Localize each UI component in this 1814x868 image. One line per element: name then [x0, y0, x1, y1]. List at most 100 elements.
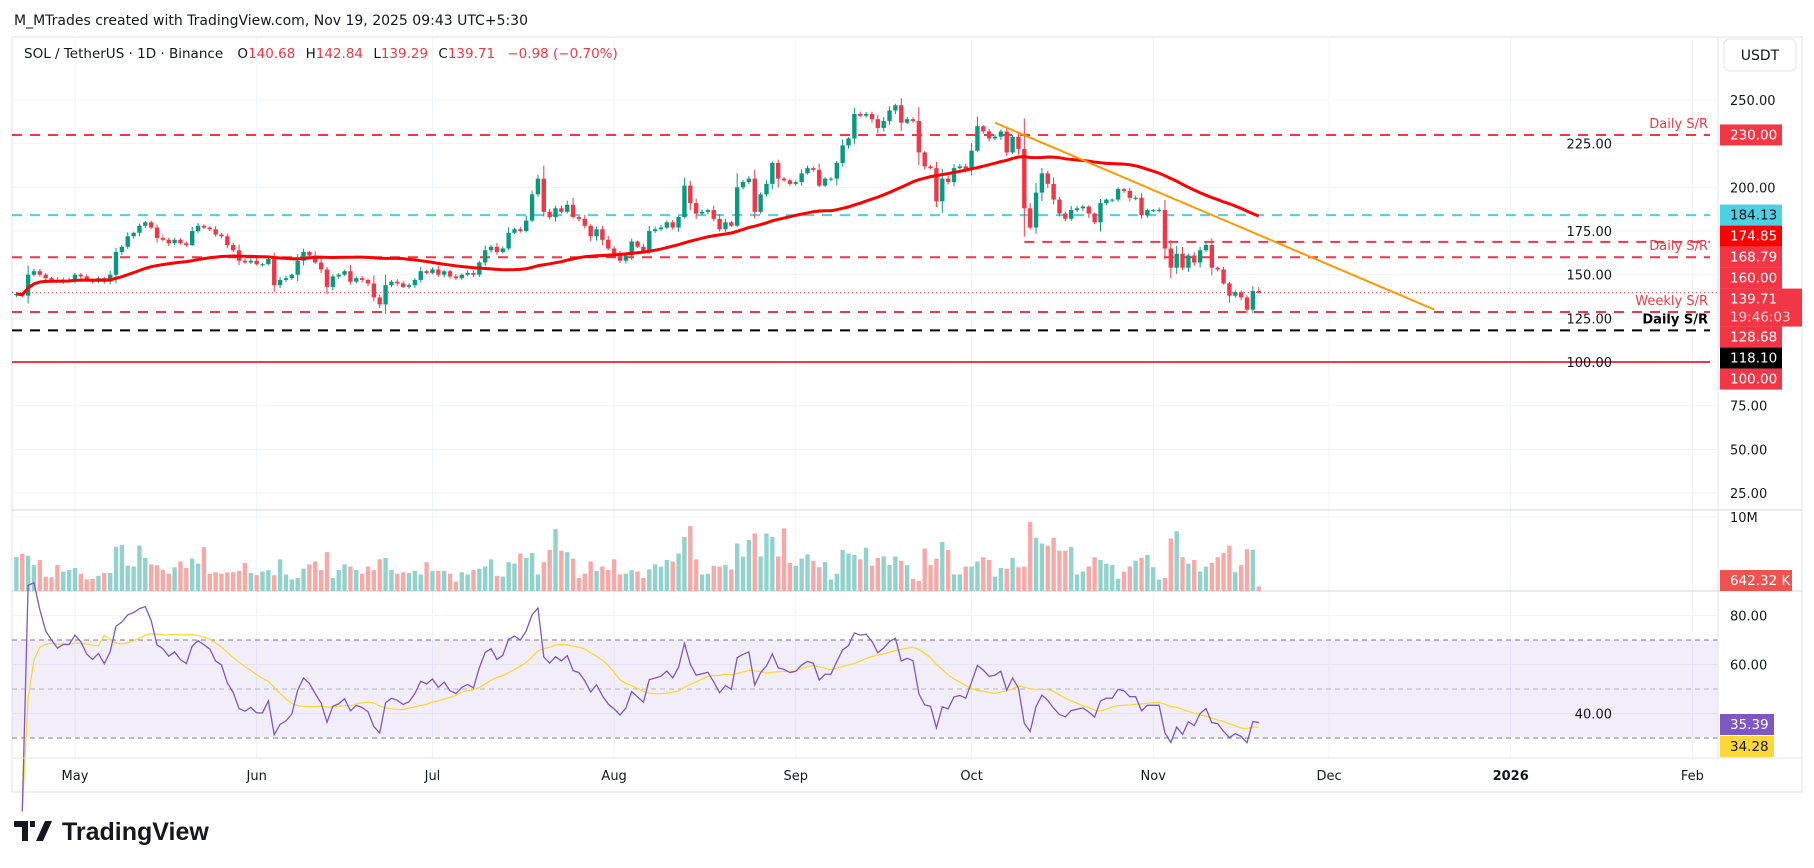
- volume-bar: [477, 568, 482, 591]
- candle-body: [483, 250, 488, 263]
- volume-bar: [1098, 560, 1103, 591]
- candle-body: [184, 243, 189, 246]
- price-axis-label-bg: [1720, 267, 1782, 289]
- volume-bar: [899, 560, 904, 591]
- candle-body: [793, 182, 798, 184]
- candle-body: [740, 182, 746, 188]
- price-axis-label: 118.10: [1720, 347, 1782, 369]
- volume-bar: [383, 557, 388, 591]
- volume-axis-label: 642.32 K: [1720, 570, 1792, 591]
- price-axis-label-bg: [1720, 288, 1802, 327]
- rsi-axis-label: 35.39: [1720, 714, 1774, 735]
- volume-bar: [43, 576, 48, 591]
- candle-body: [441, 271, 447, 275]
- candle-body: [1221, 269, 1226, 284]
- volume-bar: [1004, 568, 1009, 591]
- rsi-ma-line: [21, 632, 1259, 812]
- volume-bar: [1104, 563, 1109, 591]
- price-axis-label-text: 184.13: [1730, 208, 1777, 224]
- candle-body: [154, 227, 160, 239]
- price-tick-label: 25.00: [1730, 487, 1767, 502]
- candle-body: [465, 272, 470, 275]
- candle-body: [986, 131, 992, 139]
- candle-body: [295, 260, 300, 275]
- volume-bar: [664, 560, 670, 591]
- volume-bar: [336, 570, 341, 591]
- volume-bar: [37, 560, 43, 591]
- volume-bar: [400, 572, 406, 591]
- volume-bar: [699, 574, 705, 591]
- volume-bar: [213, 572, 218, 591]
- volume-bar: [1256, 586, 1261, 591]
- price-tick-label: 225.00: [1567, 138, 1613, 153]
- volume-bar: [236, 570, 242, 591]
- candle-body: [858, 113, 863, 116]
- candle-body: [1227, 283, 1232, 296]
- candle-body: [664, 222, 670, 228]
- candle-body: [746, 178, 752, 183]
- candle-body: [1209, 245, 1215, 268]
- candle-body: [1086, 206, 1091, 214]
- volume-bar: [14, 557, 19, 591]
- candle-body: [875, 119, 881, 128]
- candle-body: [600, 229, 605, 240]
- symbol-legend[interactable]: SOL / TetherUS · 1D · Binance O140.68 H1…: [24, 46, 618, 62]
- price-axis-label-text: 230.00: [1730, 127, 1777, 143]
- volume-bar: [1221, 552, 1226, 591]
- candle-body: [1133, 197, 1138, 199]
- volume-bar: [875, 557, 881, 591]
- volume-bar: [1074, 574, 1080, 591]
- volume-bar: [424, 562, 429, 591]
- x-axis-label: Jun: [246, 769, 267, 784]
- candle-body: [717, 218, 722, 230]
- volume-bar: [506, 562, 511, 591]
- volume-bar: [717, 566, 722, 591]
- volume-bar: [658, 566, 664, 591]
- volume-bar: [641, 578, 646, 591]
- tradingview-logo[interactable]: TradingView: [14, 818, 209, 846]
- candle-body: [594, 229, 599, 237]
- x-axis-label: Jul: [424, 769, 441, 784]
- candle-body: [430, 269, 435, 273]
- currency-button[interactable]: USDT: [1723, 38, 1797, 72]
- volume-bar: [342, 564, 347, 591]
- symbol-title[interactable]: SOL / TetherUS · 1D · Binance: [24, 46, 223, 62]
- volume-bar: [248, 573, 253, 591]
- candle-body: [693, 203, 699, 214]
- candle-body: [524, 220, 529, 232]
- candle-body: [49, 278, 54, 280]
- volume-bar: [395, 573, 400, 591]
- candle-body: [125, 236, 130, 247]
- candle-body: [1145, 210, 1150, 216]
- candle-body: [488, 246, 494, 251]
- volume-bar: [863, 547, 869, 591]
- volume-bar: [1127, 566, 1132, 591]
- volume-bar: [565, 552, 570, 591]
- candle-body: [266, 258, 271, 265]
- candle-body: [1027, 208, 1033, 228]
- legend-line[interactable]: SOL / TetherUS · 1D · Binance O140.68 H1…: [24, 46, 618, 62]
- volume-bar: [72, 567, 78, 591]
- volume-bar: [90, 578, 95, 591]
- candle-body: [787, 180, 793, 184]
- volume-bar: [195, 563, 201, 591]
- volume-bar: [729, 569, 734, 591]
- candle-body: [1010, 136, 1015, 153]
- volume-bar: [916, 580, 922, 591]
- price-axis-label: 174.85: [1720, 225, 1782, 247]
- candle-body: [166, 239, 171, 244]
- volume-bar: [1033, 537, 1039, 591]
- volume-bar: [770, 537, 775, 591]
- candle-body: [1121, 189, 1127, 191]
- candle-body: [512, 229, 517, 233]
- volume-bar: [254, 575, 259, 591]
- candle-body: [272, 258, 277, 286]
- candle-body: [1238, 292, 1244, 298]
- price-tick-label: 50.00: [1730, 443, 1767, 458]
- volume-bar: [441, 570, 447, 591]
- trendline[interactable]: [994, 121, 1435, 311]
- volume-bar: [594, 570, 599, 591]
- candle-body: [834, 162, 839, 179]
- price-axis-label-text: 174.85: [1730, 229, 1777, 245]
